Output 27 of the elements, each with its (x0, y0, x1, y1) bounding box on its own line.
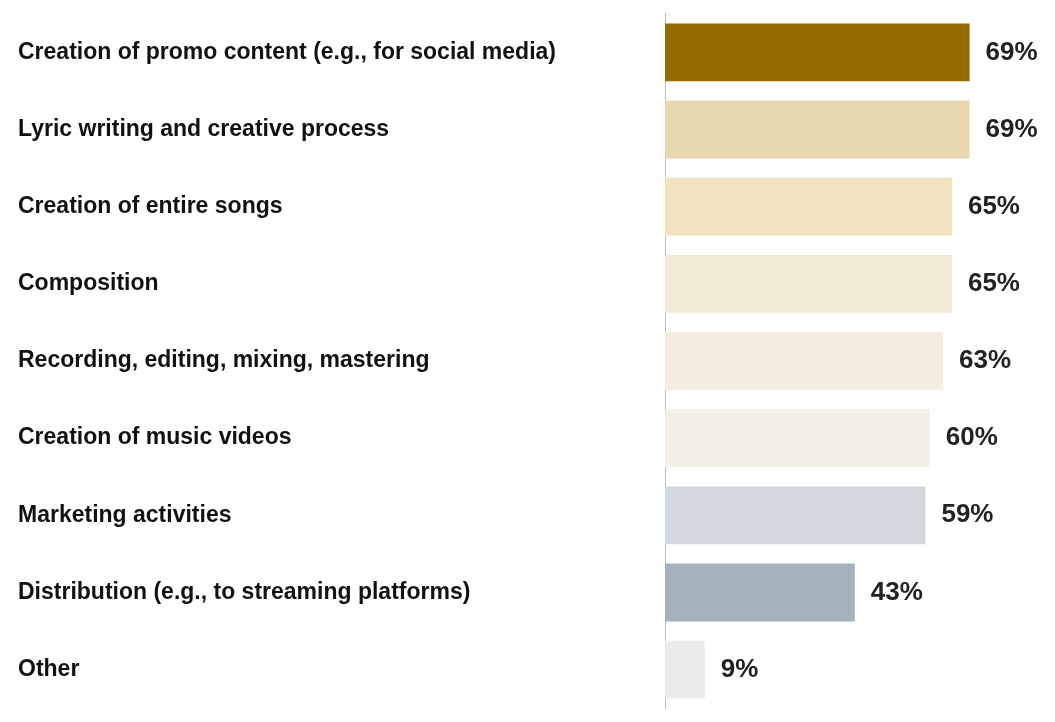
bar (665, 563, 855, 622)
y-tick-label: Composition (18, 269, 159, 296)
bar (665, 254, 952, 313)
y-tick-label: Creation of music videos (18, 423, 292, 450)
bar (665, 177, 952, 236)
y-tick-label: Distribution (e.g., to streaming platforms) (18, 577, 471, 604)
y-tick-label: Lyric writing and creative process (18, 114, 390, 141)
y-tick-label: Other (18, 654, 80, 681)
data-label: 59% (941, 498, 994, 529)
bar (665, 23, 970, 82)
y-tick-label: Creation of entire songs (18, 192, 283, 219)
data-label: 65% (967, 189, 1020, 220)
data-label: 60% (945, 421, 998, 452)
y-tick-label: Creation of promo content (e.g., for social media) (18, 37, 556, 64)
bar (665, 332, 944, 390)
data-label: 65% (967, 267, 1020, 298)
data-label: 69% (985, 112, 1038, 143)
data-label: 43% (870, 575, 923, 606)
data-label: 63% (959, 344, 1012, 375)
data-label: 9% (720, 652, 759, 683)
data-label: 69% (985, 35, 1038, 66)
y-tick-label: Recording, editing, mixing, mastering (18, 346, 430, 373)
bar (665, 486, 926, 545)
bar (665, 409, 930, 468)
bar (665, 640, 705, 699)
y-tick-label: Marketing activities (18, 500, 232, 527)
bar (665, 100, 970, 159)
